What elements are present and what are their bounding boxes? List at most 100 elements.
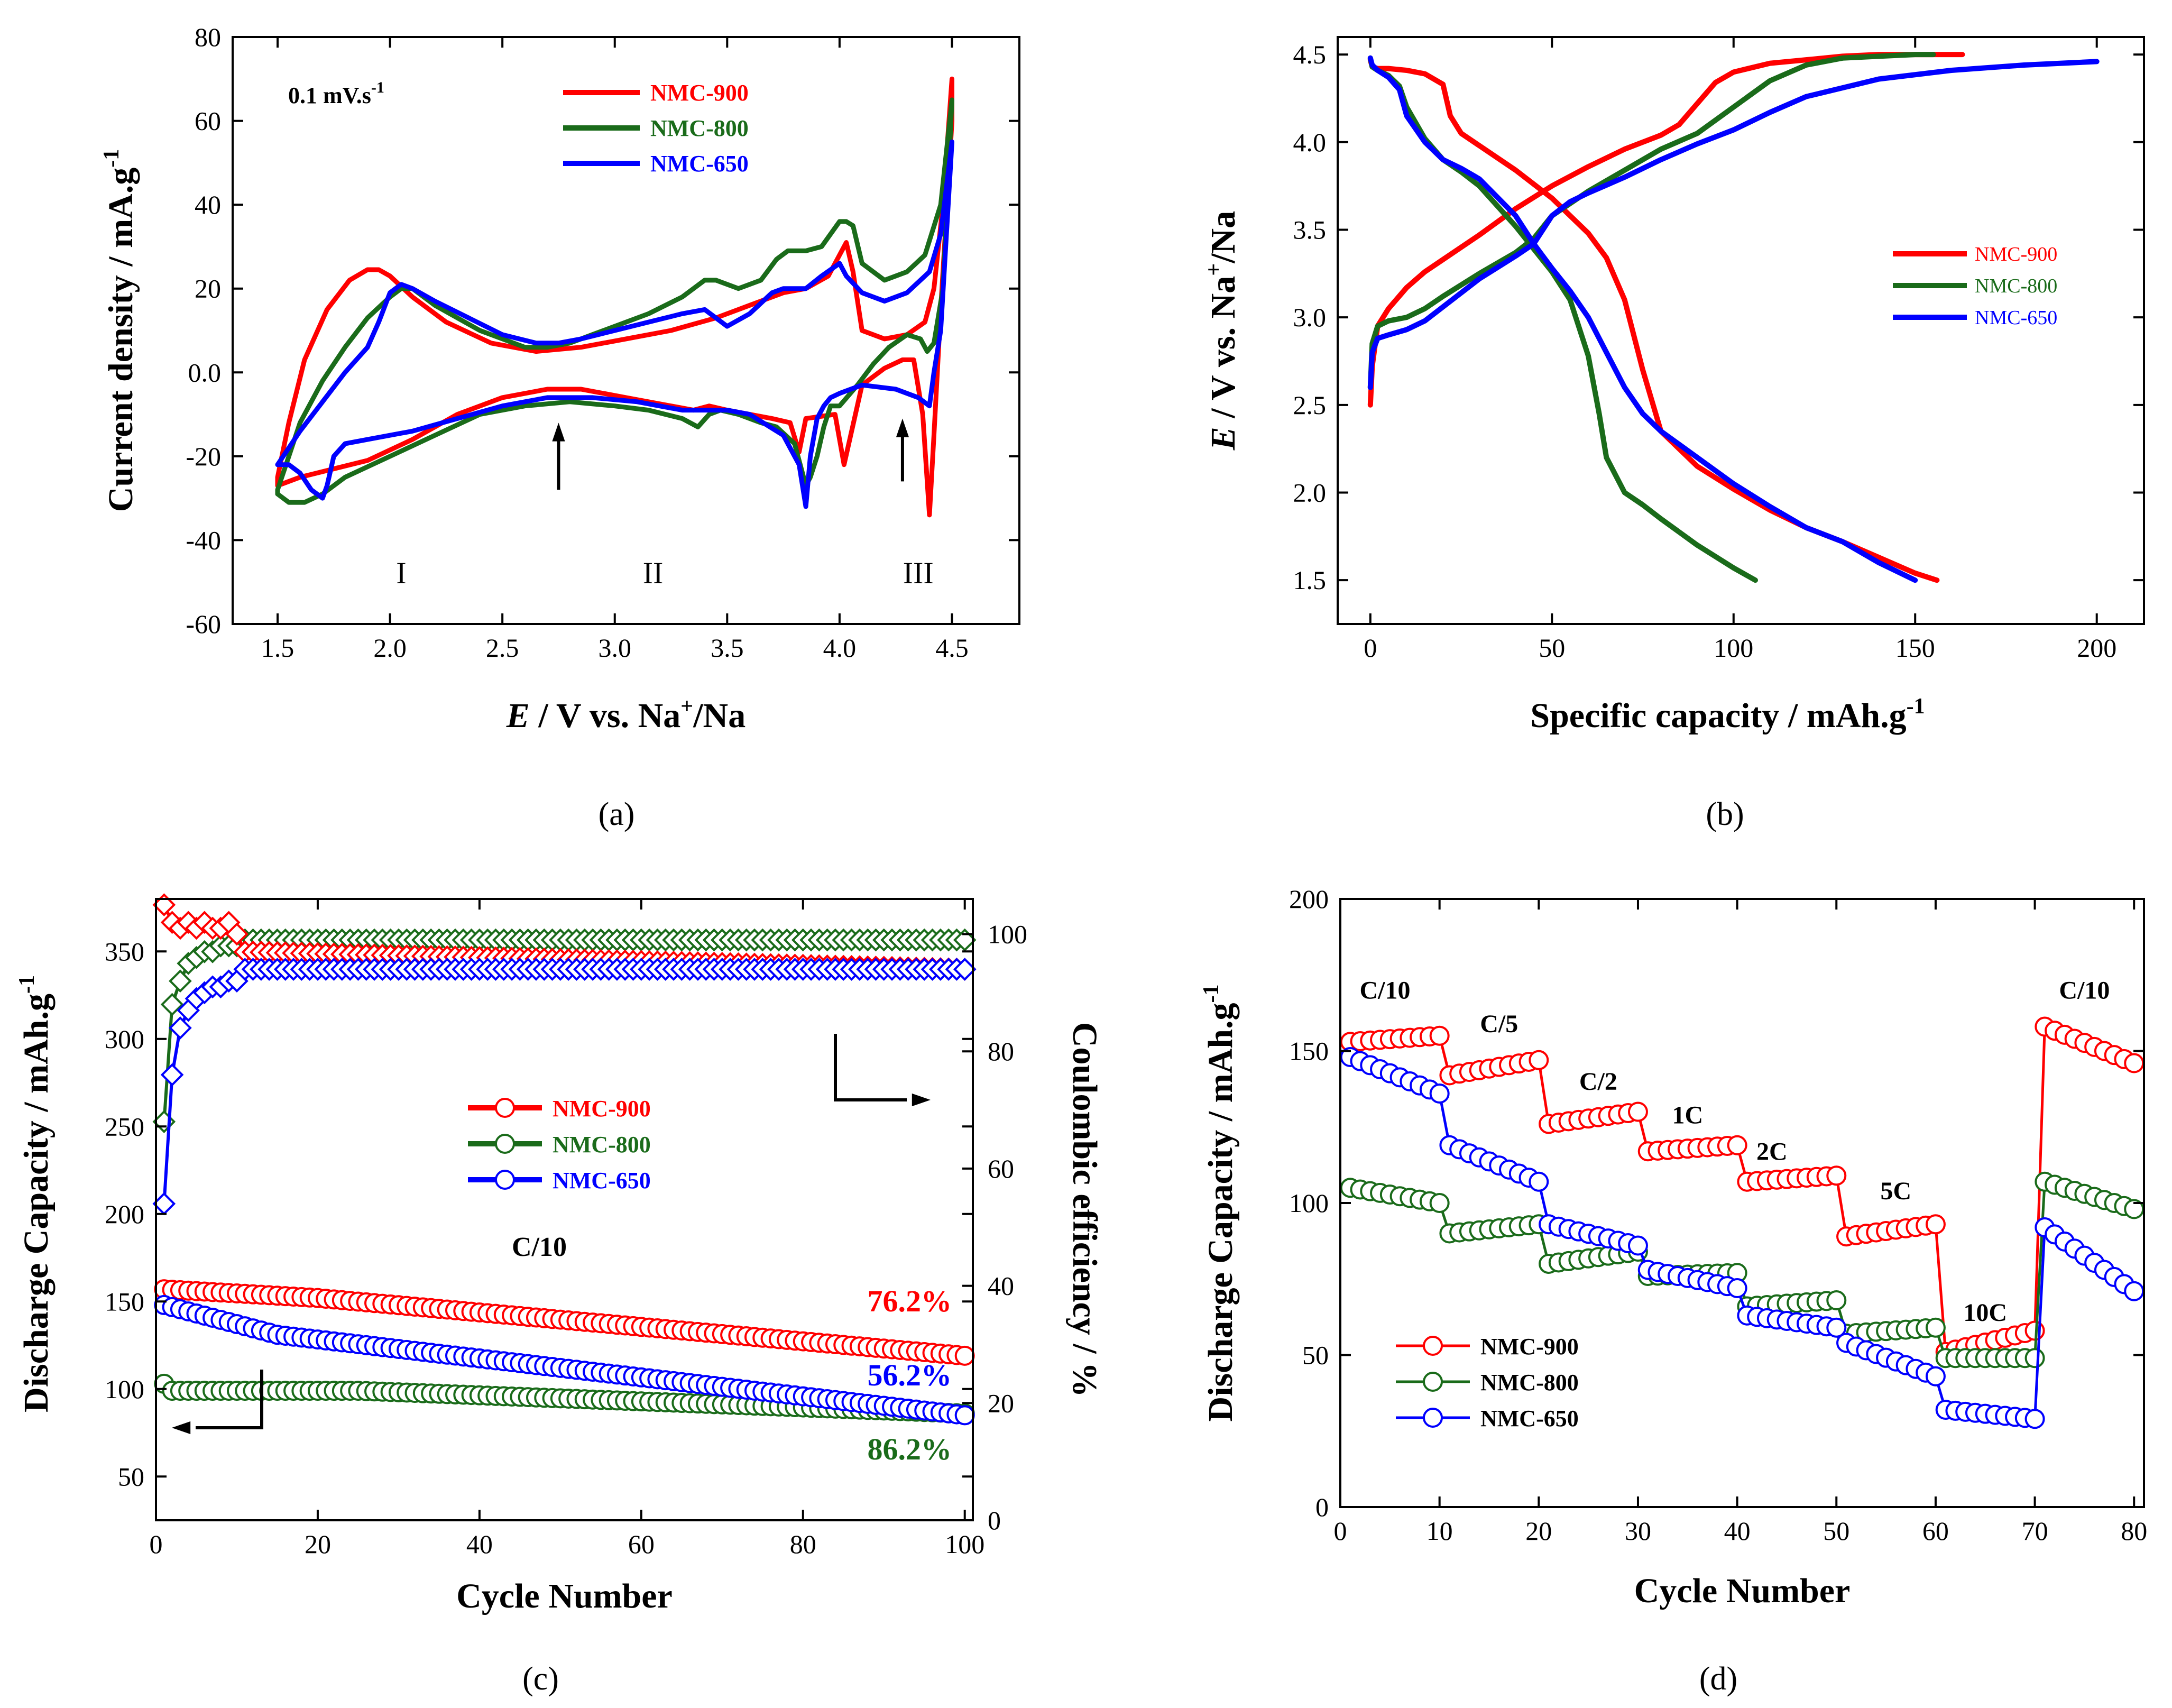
panel-a-xtick-label: 1.5 xyxy=(261,633,294,663)
panel-b-ylabel: E / V vs. Na+/Na xyxy=(1202,211,1243,451)
legend-label-nmc-900: NMC-900 xyxy=(650,80,749,106)
panel-a-frame xyxy=(232,36,1020,625)
panel-b-ytick-label: 3.0 xyxy=(1293,302,1327,332)
charge-curve-nmc-800 xyxy=(1367,52,1936,390)
panel-c-y2tick-label: 20 xyxy=(988,1388,1014,1418)
panel-b-xlabel: Specific capacity / mAh.g-1 xyxy=(1530,694,1925,735)
panel-b-frame xyxy=(1337,36,2145,625)
panel-b-ytick-label: 4.0 xyxy=(1293,127,1327,157)
rate-marker xyxy=(1925,1317,1946,1338)
rate-label: C/2 xyxy=(1579,1068,1617,1096)
italic-part: E xyxy=(1204,427,1243,451)
discharge-curve-nmc-650 xyxy=(1367,55,1918,583)
panel-d-xtick-label: 10 xyxy=(1426,1516,1453,1546)
panel-b-xtick-label: 100 xyxy=(1714,633,1753,663)
rate-marker xyxy=(1429,1193,1450,1213)
rate-marker xyxy=(2124,1281,2145,1301)
region-label: III xyxy=(903,556,934,590)
panel-d-ytick-label: 100 xyxy=(1289,1188,1329,1218)
panel-d-ytick-label: 200 xyxy=(1289,884,1329,914)
legend-label-nmc-900: NMC-900 xyxy=(553,1096,651,1122)
panel-c-xlabel: Cycle Number xyxy=(456,1577,673,1615)
rate-marker xyxy=(2024,1348,2045,1369)
panel-a-xtick-label: 4.0 xyxy=(823,633,857,663)
panel-a-xtick-label: 2.5 xyxy=(486,633,519,663)
panel-c-frame xyxy=(155,898,974,1521)
panel-d: 0 10 20 30 40 50 60 70 80 0 50 100 150 200 Cycle Numbe… xyxy=(1199,884,2147,1697)
annotation-text: 0.1 mV.s xyxy=(288,82,371,108)
scan-rate-annotation: 0.1 mV.s-1 xyxy=(288,79,384,108)
panel-c-y2tick-label: 40 xyxy=(988,1271,1014,1301)
legend-marker xyxy=(1423,1336,1443,1356)
rate-marker xyxy=(1925,1214,1946,1235)
panel-c-xtick-label: 0 xyxy=(150,1529,163,1559)
panel-c-y2tick-label: 60 xyxy=(988,1154,1014,1183)
italic-part: E xyxy=(506,696,530,735)
label-part: Discharge Capacity / mAh.g xyxy=(1201,1003,1240,1422)
panel-c-xtick-label: 60 xyxy=(628,1529,655,1559)
panel-d-xtick-label: 0 xyxy=(1334,1516,1347,1546)
panel-b-label: (b) xyxy=(1706,796,1744,832)
rate-marker xyxy=(1826,1165,1847,1186)
rate-marker xyxy=(1727,1278,1747,1298)
panel-b-xtick-label: 200 xyxy=(2077,633,2116,663)
panel-a-ytick-label: 80 xyxy=(195,22,221,52)
charge-curve-nmc-900 xyxy=(1367,52,1965,408)
superscript: + xyxy=(680,694,693,719)
panel-d-ylabel: Discharge Capacity / mAh.g-1 xyxy=(1199,985,1240,1422)
arrow-head xyxy=(912,1093,931,1107)
legend-marker xyxy=(495,1170,515,1190)
label-part: Current density / mA.g xyxy=(102,168,140,512)
rate-label: 5C xyxy=(1881,1177,1912,1205)
panel-a-xtick-label: 3.5 xyxy=(711,633,744,663)
panel-c-y2tick-label: 0 xyxy=(988,1505,1001,1535)
panel-a-label: (a) xyxy=(599,796,635,832)
legend-label-nmc-800: NMC-800 xyxy=(553,1132,651,1158)
arrow-head xyxy=(896,418,909,437)
panel-a-xtick-label: 3.0 xyxy=(598,633,631,663)
panel-c-xtick-label: 80 xyxy=(790,1529,816,1559)
rate-marker xyxy=(1925,1366,1946,1386)
panel-a-xlabel: E / V vs. Na+/Na xyxy=(506,694,746,735)
panel-b-ytick-label: 2.0 xyxy=(1293,477,1327,507)
panel-c-xtick-label: 20 xyxy=(305,1529,331,1559)
arrow-head xyxy=(552,423,565,442)
arrow-head xyxy=(172,1421,191,1435)
panel-c-xtick-label: 40 xyxy=(466,1529,493,1559)
rate-label: C/10 xyxy=(1359,977,1410,1005)
left-axis-arrow xyxy=(196,1370,263,1429)
panel-a-xtick-label: 4.5 xyxy=(935,633,969,663)
panel-b: 0 50 100 150 200 1.5 2.0 2.5 3.0 3.5 4.0 4.5 Specifi… xyxy=(1202,36,2145,832)
legend-marker xyxy=(1423,1372,1443,1392)
label-part: Specific capacity / mAh.g xyxy=(1530,696,1906,735)
panel-a-ylabel: Current density / mA.g-1 xyxy=(99,149,140,512)
panel-a-ytick-label: 60 xyxy=(195,106,221,136)
right-axis-arrow xyxy=(834,1034,907,1101)
superscript: -1 xyxy=(15,975,39,994)
panel-c-ytick-label: 350 xyxy=(105,936,144,966)
panel-c-xtick-label: 100 xyxy=(945,1529,984,1559)
panel-d-xtick-label: 30 xyxy=(1625,1516,1651,1546)
panel-c-y2tick-label: 100 xyxy=(988,920,1027,949)
panel-d-ytick-label: 150 xyxy=(1289,1036,1329,1066)
rate-marker xyxy=(1429,1083,1450,1104)
rate-marker xyxy=(1529,1171,1549,1192)
rate-marker xyxy=(1627,1101,1648,1122)
panel-b-xtick-label: 150 xyxy=(1895,633,1935,663)
rate-marker xyxy=(2124,1053,2145,1073)
panel-a: 1.5 2.0 2.5 3.0 3.5 4.0 4.5 -60 -40 -20 0.0 20 40 60 8… xyxy=(99,22,1020,832)
rate-marker xyxy=(1627,1235,1648,1256)
panel-d-xtick-label: 60 xyxy=(1922,1516,1949,1546)
panel-c-y2tick-label: 80 xyxy=(988,1036,1014,1066)
superscript: -1 xyxy=(99,149,124,168)
panel-d-ytick-label: 0 xyxy=(1315,1492,1329,1522)
rate-marker xyxy=(1429,1025,1450,1046)
panel-d-xtick-label: 80 xyxy=(2121,1516,2147,1546)
legend-label-nmc-800: NMC-800 xyxy=(1975,275,2057,297)
rate-label: 1C xyxy=(1672,1101,1703,1129)
region-label: II xyxy=(643,556,664,590)
panel-a-ytick-label: -20 xyxy=(186,442,221,471)
charge-curve-nmc-650 xyxy=(1367,59,2100,390)
rate-label: 2C xyxy=(1756,1137,1788,1165)
